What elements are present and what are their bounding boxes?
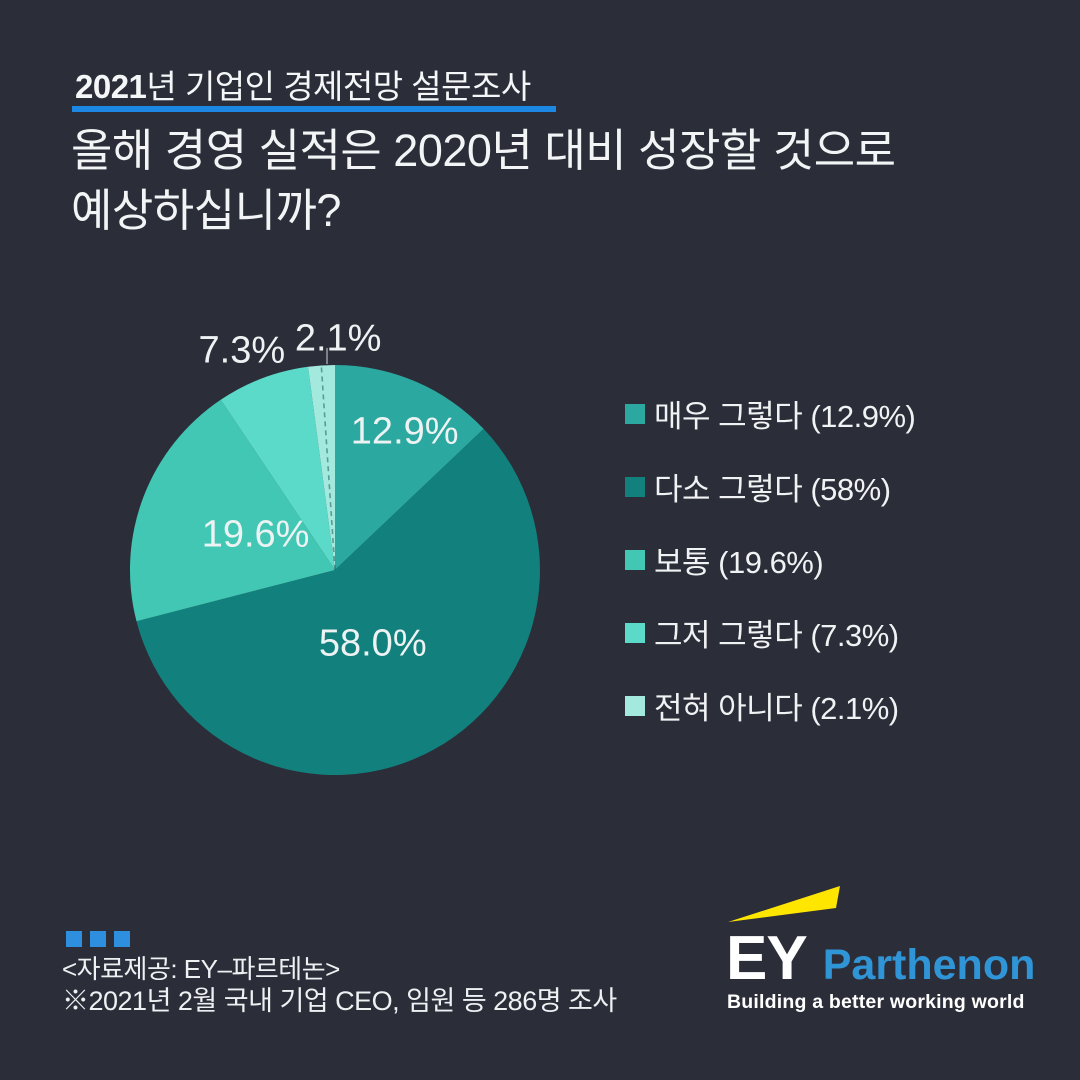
pie-slice-4	[220, 366, 335, 570]
source-text: <자료제공: EY–파르테논>	[62, 954, 340, 984]
legend-label: 보통 (19.6%)	[654, 545, 824, 580]
legend-label: 그저 그렇다 (7.3%)	[654, 618, 899, 653]
survey-title-rest: 년 기업인 경제전망 설문조사	[146, 68, 531, 105]
note-text: ※2021년 2월 국내 기업 CEO, 임원 등 286명 조사	[62, 986, 617, 1016]
question-line-2: 예상하십니까?	[71, 185, 341, 236]
legend-label: 전혀 아니다 (2.1%)	[654, 691, 899, 726]
legend-swatch-icon	[625, 476, 645, 497]
survey-title: 2021년 기업인 경제전망 설문조사	[75, 60, 531, 108]
question-title: 올해 경영 실적은 2020년 대비 성장할 것으로 예상하십니까?	[71, 121, 896, 241]
legend: 매우 그렇다 (12.9%) 다소 그렇다 (58%) 보통 (19.6%) 그저 그…	[625, 398, 916, 726]
legend-item-2: 다소 그렇다 (58%)	[625, 471, 915, 507]
survey-title-year: 2021	[75, 68, 147, 105]
legend-swatch-icon	[625, 403, 645, 424]
pie-slices	[129, 365, 540, 775]
decorative-dots	[66, 931, 130, 947]
footer: <자료제공: EY–파르테논> ※2021년 2월 국내 기업 CEO, 임원 …	[62, 953, 617, 1017]
pie-label-4: 7.3%	[198, 329, 286, 372]
pie-label-1: 12.9%	[350, 410, 459, 453]
pie-slice-5	[308, 365, 335, 570]
ey-tagline: Building a better working world	[727, 991, 1025, 1013]
legend-swatch-icon	[625, 549, 645, 570]
legend-label: 다소 그렇다 (58%)	[654, 472, 891, 507]
parthenon-logo-text: Parthenon	[822, 941, 1036, 989]
pie-label-2: 58.0%	[318, 622, 427, 665]
dot-icon	[66, 931, 82, 947]
pie-label-3: 19.6%	[201, 513, 310, 556]
legend-item-5: 전혀 아니다 (2.1%)	[625, 690, 915, 726]
ey-beam-icon	[728, 886, 840, 922]
title-underline	[72, 106, 556, 112]
dot-icon	[90, 931, 106, 947]
dot-icon	[114, 931, 130, 947]
pie-slice-3	[129, 399, 335, 622]
ey-logo-text: EY	[726, 924, 808, 993]
pie-slice-2	[136, 428, 540, 775]
legend-item-3: 보통 (19.6%)	[625, 544, 915, 580]
pie-chart-svg	[129, 348, 540, 775]
legend-swatch-icon	[625, 622, 645, 643]
slice-divider-dashed-line	[320, 365, 336, 571]
pie-slice-1	[335, 365, 484, 570]
legend-item-4: 그저 그렇다 (7.3%)	[625, 617, 915, 653]
legend-item-1: 매우 그렇다 (12.9%)	[625, 398, 916, 434]
pie-label-5: 2.1%	[294, 317, 382, 360]
ey-parthenon-logo: EY Parthenon	[726, 928, 1035, 990]
legend-swatch-icon	[625, 695, 645, 716]
question-line-1: 올해 경영 실적은 2020년 대비 성장할 것으로	[71, 125, 896, 176]
pie-chart-area: 12.9% 58.0% 19.6% 7.3% 2.1%	[80, 300, 600, 810]
legend-label: 매우 그렇다 (12.9%)	[654, 399, 916, 434]
